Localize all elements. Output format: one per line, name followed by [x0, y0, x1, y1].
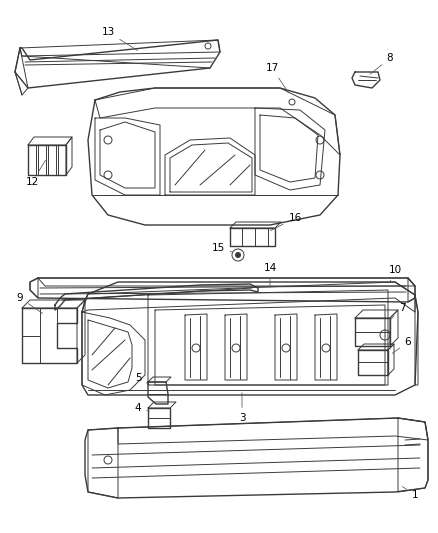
Text: 6: 6: [392, 337, 411, 353]
Text: 7: 7: [390, 303, 405, 320]
Text: 13: 13: [101, 27, 138, 51]
Text: 8: 8: [370, 53, 393, 74]
Text: 3: 3: [239, 393, 245, 423]
Text: 17: 17: [265, 63, 289, 93]
Text: 10: 10: [389, 265, 402, 282]
Text: 4: 4: [135, 403, 149, 413]
Text: 15: 15: [212, 243, 232, 253]
Text: 16: 16: [270, 213, 302, 231]
Text: 9: 9: [17, 293, 42, 313]
Text: 14: 14: [263, 263, 277, 287]
Text: 12: 12: [25, 160, 46, 187]
Text: 1: 1: [403, 487, 418, 500]
Polygon shape: [236, 253, 240, 257]
Text: 5: 5: [135, 373, 150, 385]
